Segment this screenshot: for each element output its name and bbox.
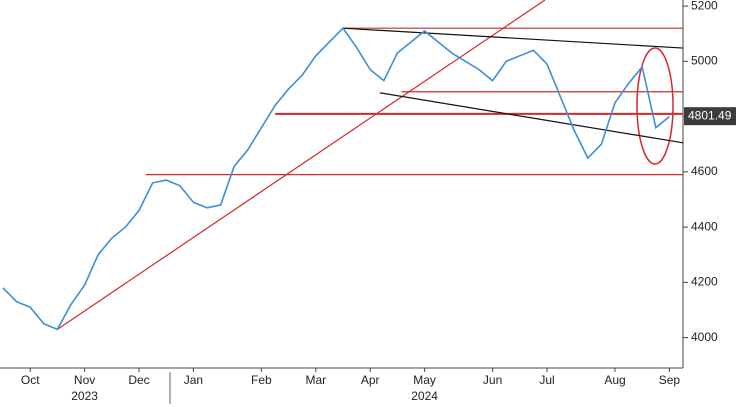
last-price-box (684, 107, 736, 126)
year-label: 2024 (411, 389, 438, 403)
y-tick-label: 5000 (691, 54, 718, 68)
x-tick-label: Nov (74, 373, 95, 387)
x-tick-label: Jan (184, 373, 203, 387)
last-price-label: 4801.49 (688, 108, 732, 122)
x-tick-label: Aug (604, 373, 625, 387)
x-tick-label: Sep (659, 373, 681, 387)
x-tick-label: Jul (539, 373, 554, 387)
x-tick-label: May (413, 373, 436, 387)
y-tick-label: 4000 (691, 330, 718, 344)
y-tick-label: 4200 (691, 275, 718, 289)
x-tick-label: Apr (361, 373, 380, 387)
trend-line (379, 92, 684, 144)
trend-line (342, 27, 684, 49)
y-tick-label: 4400 (691, 219, 718, 233)
x-tick-label: Jun (483, 373, 502, 387)
price-line (2, 26, 670, 331)
x-tick-label: Feb (251, 373, 272, 387)
trend-line (57, 0, 546, 330)
x-tick-label: Dec (128, 373, 149, 387)
y-tick-label: 5200 (691, 0, 718, 12)
x-tick-label: Mar (305, 373, 326, 387)
year-label: 2023 (71, 389, 98, 403)
x-tick-label: Oct (21, 373, 40, 387)
y-tick-label: 4600 (691, 164, 718, 178)
highlight-ellipse (636, 47, 674, 165)
